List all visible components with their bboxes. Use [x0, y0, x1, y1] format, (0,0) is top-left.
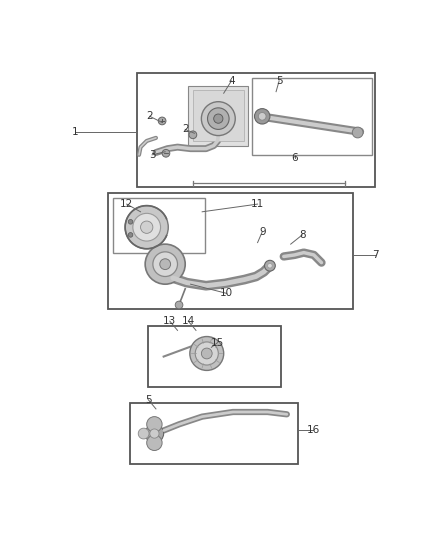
Text: 2: 2: [146, 111, 153, 122]
Text: 1: 1: [72, 127, 78, 137]
Circle shape: [147, 417, 162, 432]
Circle shape: [190, 336, 224, 370]
Text: 11: 11: [251, 199, 264, 209]
Text: 3: 3: [149, 150, 155, 160]
Circle shape: [145, 244, 185, 284]
Text: 5: 5: [145, 394, 152, 405]
Circle shape: [128, 232, 133, 237]
Circle shape: [208, 108, 229, 130]
Text: 12: 12: [120, 199, 133, 209]
Circle shape: [128, 220, 133, 224]
Circle shape: [162, 149, 170, 157]
Circle shape: [145, 424, 164, 443]
Text: 13: 13: [163, 316, 177, 326]
Text: 16: 16: [307, 425, 320, 435]
Circle shape: [141, 221, 153, 233]
Bar: [113, 198, 205, 253]
Circle shape: [133, 213, 161, 241]
Circle shape: [160, 259, 170, 270]
Bar: [148, 326, 281, 387]
Circle shape: [254, 109, 270, 124]
Circle shape: [158, 117, 166, 125]
Text: 8: 8: [299, 230, 306, 240]
Circle shape: [138, 428, 149, 439]
Bar: [188, 85, 248, 146]
Circle shape: [189, 131, 197, 139]
Text: 5: 5: [276, 76, 283, 86]
Circle shape: [201, 348, 212, 359]
Circle shape: [175, 301, 183, 309]
Circle shape: [258, 112, 266, 120]
Bar: [137, 73, 375, 187]
Bar: [193, 90, 244, 141]
Text: 2: 2: [182, 124, 188, 134]
Text: 15: 15: [211, 338, 224, 348]
Text: 6: 6: [291, 153, 298, 163]
Text: 7: 7: [372, 250, 379, 260]
Text: 14: 14: [182, 316, 195, 326]
Text: 9: 9: [259, 227, 265, 237]
Bar: [108, 193, 353, 309]
Circle shape: [201, 102, 235, 135]
Text: 4: 4: [228, 76, 235, 86]
Circle shape: [195, 342, 218, 365]
Circle shape: [153, 252, 177, 277]
Circle shape: [352, 127, 363, 138]
Circle shape: [147, 435, 162, 450]
Circle shape: [125, 206, 168, 249]
Text: 10: 10: [220, 288, 233, 298]
Circle shape: [150, 429, 159, 438]
Bar: [252, 78, 371, 155]
Circle shape: [268, 263, 272, 268]
Bar: [130, 403, 298, 464]
Circle shape: [214, 114, 223, 123]
Circle shape: [265, 260, 276, 271]
